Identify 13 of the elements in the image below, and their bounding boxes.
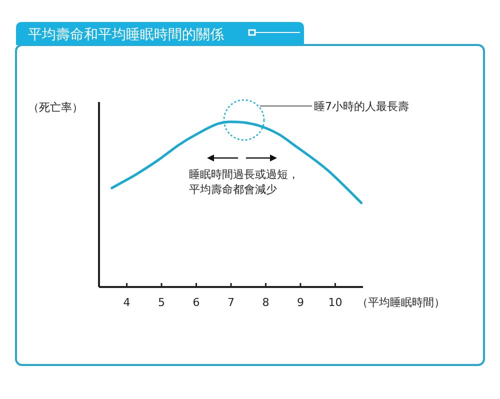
chart-title: 平均壽命和平均睡眠時間的關係 — [28, 27, 224, 43]
text: 睡7小時的人最長壽 — [314, 100, 409, 113]
x-tick-label: 5 — [158, 296, 166, 309]
x-tick-label: 4 — [123, 296, 130, 309]
x-tick-label: 7 — [228, 296, 234, 309]
x-tick-label: 8 — [262, 296, 270, 309]
annotation: 平均壽命都會減少 — [189, 183, 277, 196]
y-axis-title: （死亡率） — [28, 101, 83, 114]
annotation: 睡眠時間過長或過短， — [189, 168, 299, 181]
x-tick-label: 6 — [192, 296, 200, 309]
x-tick-label: 10 — [328, 296, 342, 309]
x-tick-label: 9 — [296, 296, 304, 309]
x-axis-title: （平均睡眠時間） — [357, 296, 445, 309]
